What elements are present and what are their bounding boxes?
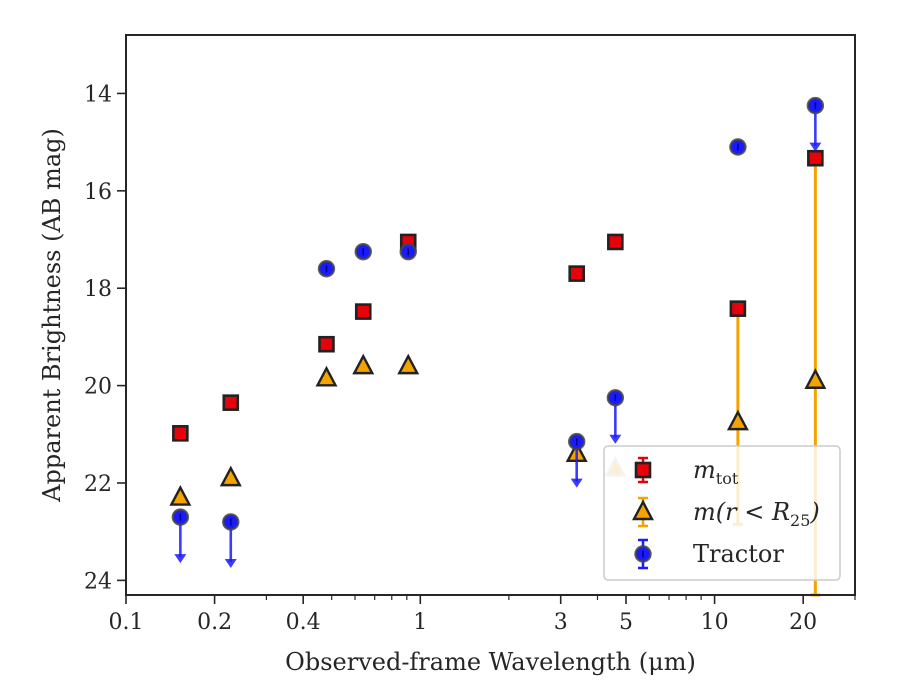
triangle-marker-2 (315, 365, 338, 387)
y-tick-label-5: 24 (84, 569, 112, 594)
x-tick-label-6: 10 (701, 610, 729, 635)
tractor-upper-limit-1-head (224, 558, 237, 568)
x-tick-label-4: 3 (554, 610, 568, 635)
x-tick-label-1: 0.2 (197, 610, 232, 635)
x-tick-label-0: 0.1 (109, 610, 144, 635)
x-tick-label-2: 0.4 (286, 610, 321, 635)
x-tick-label-7: 20 (789, 610, 817, 635)
legend-entry-2: Tractor (634, 538, 784, 570)
triangle-marker-1 (219, 465, 242, 487)
x-axis: 0.1 0.2 0.4 1 3 5 10 20 (109, 595, 856, 635)
square-marker-7 (729, 300, 747, 317)
x-tick-label-5: 5 (619, 610, 633, 635)
square-marker-0 (172, 425, 189, 442)
square-marker-1 (222, 394, 240, 411)
tractor-upper-limit-5-head (570, 478, 583, 488)
tractor-upper-limit-0-head (174, 554, 187, 564)
y-axis: 14 16 18 20 22 24 (84, 82, 126, 594)
tractor-upper-limit-8-head (809, 142, 822, 152)
triangle-marker-0 (169, 485, 192, 506)
triangle-marker-3 (352, 353, 375, 375)
y-tick-label-1: 16 (84, 180, 112, 205)
y-axis-label: Apparent Brightness (AB mag) (38, 128, 66, 503)
legend-box (603, 445, 841, 581)
legend-label-0: mtot (693, 456, 739, 488)
square-marker-8 (807, 149, 824, 167)
y-tick-label-3: 20 (84, 375, 112, 400)
y-tick-label-0: 14 (84, 82, 112, 107)
legend-label-1: m(r < R25) (693, 498, 820, 530)
x-axis-label: Observed-frame Wavelength (μm) (285, 648, 696, 676)
y-tick-label-4: 22 (84, 472, 112, 497)
square-marker-3 (354, 303, 372, 320)
legend: mtot m(r < R25) Tractor (603, 445, 841, 581)
legend-entry-1: m(r < R25) (632, 496, 820, 530)
axes-frame (125, 34, 856, 596)
tractor-upper-limit-6-head (609, 434, 622, 444)
x-tick-label-3: 1 (413, 610, 427, 635)
legend-square-icon (634, 461, 652, 479)
legend-label-2: Tractor (693, 540, 784, 568)
legend-entry-0: mtot (634, 456, 739, 488)
triangle-marker-7 (726, 409, 749, 431)
triangle-marker-8 (804, 368, 827, 389)
triangle-marker-4 (397, 353, 420, 375)
square-marker-5 (568, 265, 586, 282)
y-tick-label-2: 18 (84, 277, 112, 302)
square-marker-6 (607, 233, 624, 251)
square-marker-2 (318, 335, 335, 353)
legend-triangle-icon (632, 499, 654, 521)
